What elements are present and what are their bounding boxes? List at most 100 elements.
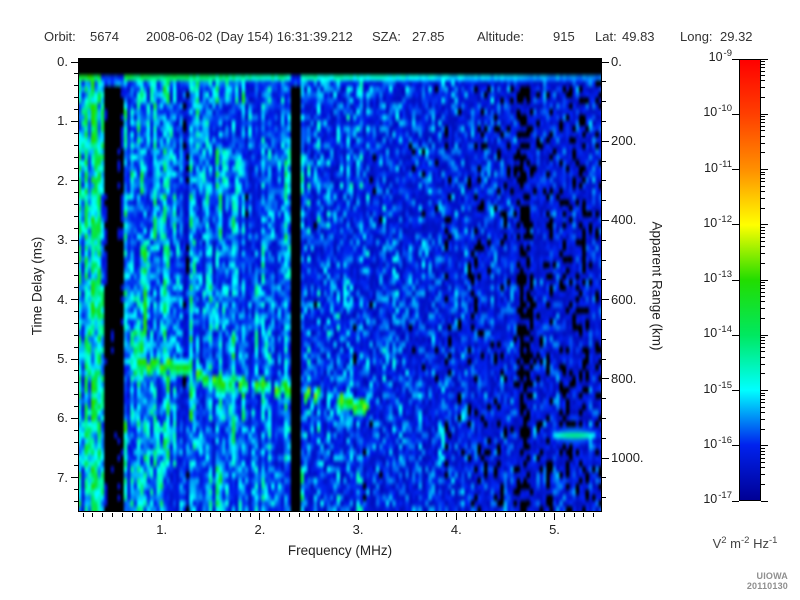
colorbar-major-tick-left	[732, 445, 739, 447]
colorbar-tick-label: 10-10	[686, 103, 732, 120]
colorbar-minor-tick	[761, 447, 765, 449]
x-minor-tick	[544, 513, 546, 517]
x-major-tick	[259, 513, 261, 520]
y-minor-tick	[74, 192, 78, 194]
colorbar-minor-tick	[761, 126, 765, 127]
y-major-tick	[71, 477, 78, 479]
colorbar-minor-tick	[761, 457, 765, 459]
x-minor-tick	[298, 513, 300, 517]
credit-text: UIOWA 20110130	[746, 571, 788, 591]
units-exponent: -1	[768, 535, 778, 546]
y-major-tick	[71, 120, 78, 122]
y2-minor-tick	[602, 160, 606, 162]
y-minor-tick	[74, 73, 78, 75]
x-minor-tick	[347, 513, 349, 517]
y2-minor-tick	[602, 81, 606, 83]
orbit-label: Orbit:	[44, 29, 76, 44]
x-minor-tick	[416, 513, 418, 517]
colorbar-tick-exponent: -10	[718, 103, 732, 115]
y2-minor-tick	[602, 437, 606, 439]
colorbar-minor-tick	[761, 142, 765, 144]
colorbar-major-tick-left	[732, 390, 739, 391]
colorbar-tick-label: 10-14	[686, 324, 732, 341]
colorbar-minor-tick	[761, 373, 765, 375]
colorbar-major-tick-right	[761, 113, 768, 115]
y2-minor-tick	[602, 279, 606, 281]
colorbar-minor-tick	[761, 284, 765, 286]
y-tick-label: 4.	[57, 291, 68, 307]
colorbar-minor-tick	[761, 467, 765, 469]
y2-minor-tick	[602, 477, 606, 479]
y2-axis-title: Apparent Range (km)	[649, 221, 665, 351]
y-minor-tick	[74, 109, 78, 111]
x-tick-label: 1.	[156, 522, 168, 537]
colorbar-minor-tick	[761, 337, 765, 339]
colorbar-minor-tick	[761, 392, 765, 394]
x-tick-label: 5.	[549, 522, 560, 537]
colorbar-tick-exponent: -14	[718, 324, 732, 336]
colorbar-minor-tick	[761, 253, 765, 255]
colorbar-major-tick-right	[761, 58, 768, 60]
x-minor-tick	[583, 513, 585, 517]
colorbar-minor-tick	[761, 116, 765, 118]
colorbar-major-tick-left	[732, 279, 739, 281]
colorbar-minor-tick	[761, 190, 765, 192]
colorbar-tick-base: 10	[703, 492, 718, 506]
y2-minor-tick	[602, 358, 606, 360]
y-minor-tick	[74, 346, 78, 348]
colorbar-minor-tick	[761, 185, 765, 187]
y2-minor-tick	[602, 239, 606, 241]
y-major-tick	[71, 417, 78, 419]
colorbar-minor-tick	[761, 343, 765, 345]
y-minor-tick	[74, 465, 78, 467]
colorbar-minor-tick	[761, 181, 765, 183]
y2-major-tick	[602, 140, 609, 142]
colorbar-minor-tick	[761, 226, 765, 228]
colorbar-tick-exponent: -11	[718, 158, 732, 170]
x-tick-label: 4.	[450, 522, 462, 537]
x-minor-tick	[485, 513, 487, 517]
x-minor-tick	[367, 513, 369, 517]
colorbar-major-tick-right	[761, 445, 768, 447]
colorbar-tick-label: 10-17	[686, 490, 732, 506]
x-minor-tick	[504, 513, 506, 517]
y-minor-tick	[74, 168, 78, 170]
colorbar-minor-tick	[761, 152, 765, 154]
x-minor-tick	[318, 513, 320, 517]
colorbar-major-tick-right	[761, 279, 768, 281]
y-minor-tick	[74, 382, 78, 384]
colorbar-major-tick-left	[732, 113, 739, 115]
colorbar-minor-tick	[761, 246, 765, 248]
colorbar-minor-tick	[761, 240, 765, 242]
colorbar-minor-tick	[761, 308, 765, 310]
colorbar-minor-tick	[761, 418, 765, 420]
y2-minor-tick	[602, 338, 606, 340]
y-minor-tick	[74, 215, 78, 217]
y2-major-tick	[602, 299, 609, 301]
y-minor-tick	[74, 429, 78, 431]
altitude-label: Altitude:	[477, 29, 524, 44]
units-text: m	[726, 536, 741, 551]
colorbar-minor-tick	[761, 474, 765, 476]
x-minor-tick	[328, 513, 330, 517]
colorbar-tick-exponent: -16	[718, 434, 732, 446]
units-text: Hz	[749, 536, 769, 551]
colorbar-tick-base: 10	[703, 436, 718, 451]
y-minor-tick	[74, 394, 78, 396]
colorbar-tick-base: 10	[703, 326, 718, 341]
colorbar-minor-tick	[761, 171, 765, 173]
y2-minor-tick	[602, 398, 606, 400]
y2-minor-tick	[602, 417, 606, 419]
y-minor-tick	[74, 406, 78, 408]
y2-tick-label: 0.	[611, 54, 622, 69]
colorbar-major-tick-left	[732, 334, 739, 336]
colorbar-minor-tick	[761, 130, 765, 132]
colorbar-tick-base: 10	[703, 105, 718, 120]
colorbar-tick-label: 10-11	[686, 158, 732, 175]
y-tick-label: 5.	[57, 351, 68, 366]
colorbar-tick-base: 10	[704, 160, 718, 175]
y-major-tick	[71, 299, 78, 301]
altitude-value: 915	[553, 29, 575, 44]
sza-label: SZA:	[372, 29, 401, 44]
y-minor-tick	[74, 204, 78, 206]
